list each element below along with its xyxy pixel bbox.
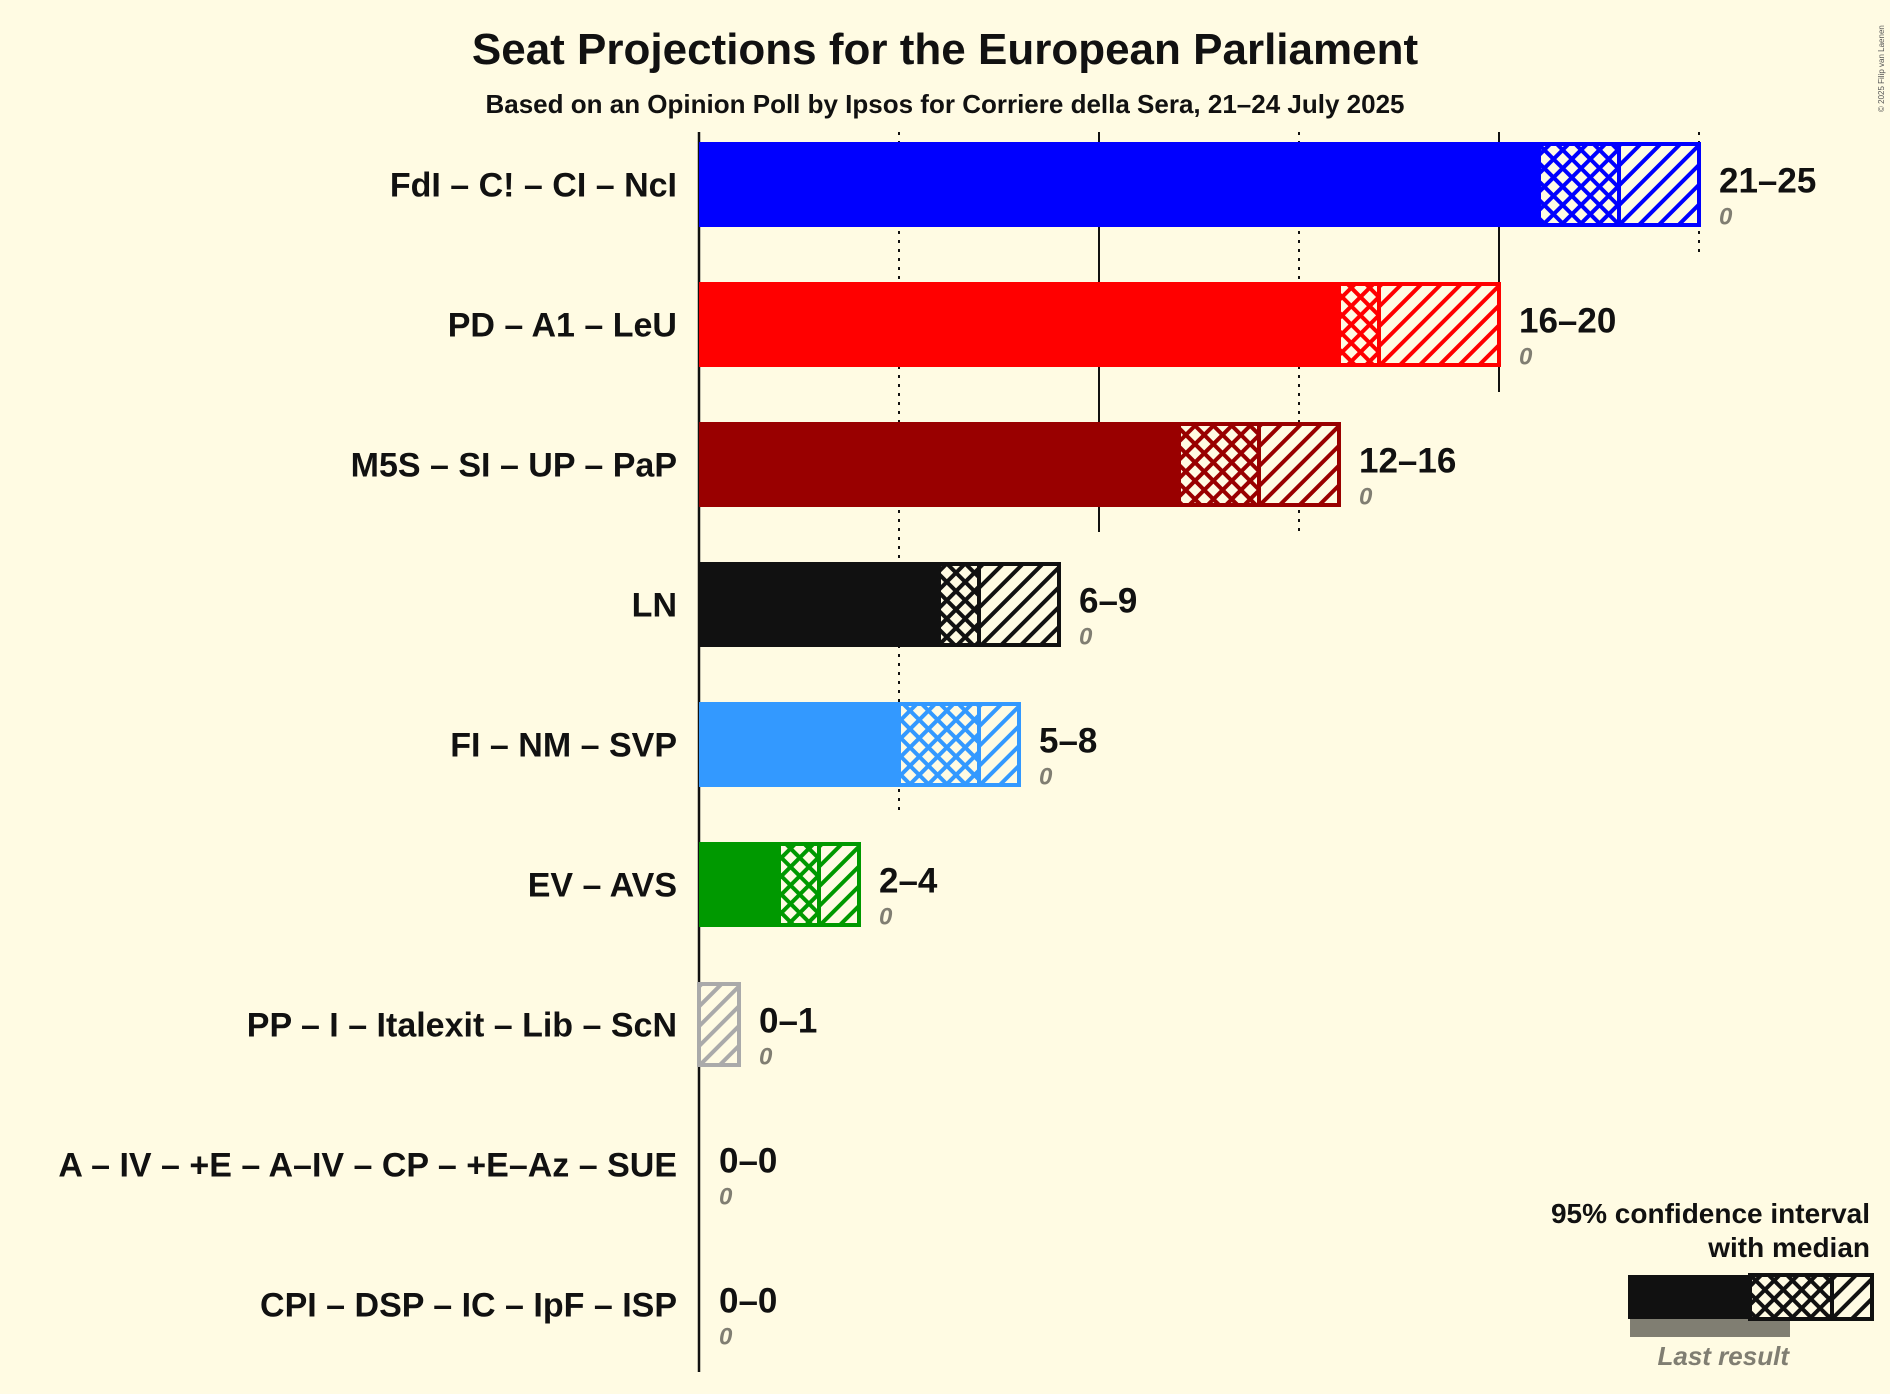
bar-crosshatch — [1337, 282, 1381, 367]
party-row: LN 6–9 0 — [632, 562, 1137, 651]
party-row: A – IV – +E – A–IV – CP – +E–Az – SUE 0–0… — [58, 1142, 777, 1211]
legend-line1: 95% confidence interval — [1551, 1198, 1870, 1229]
party-row: PP – I – Italexit – Lib – ScN 0–1 0 — [247, 982, 817, 1071]
copyright: © 2025 Filip van Laenen — [1877, 25, 1886, 112]
range-label: 0–0 — [719, 1142, 777, 1181]
party-label: PD – A1 – LeU — [448, 307, 677, 345]
legend-last-result-label: Last result — [1658, 1341, 1791, 1371]
party-label: FdI – C! – CI – NcI — [390, 167, 677, 205]
bar-solid — [699, 562, 939, 647]
bar-solid — [699, 842, 779, 927]
bar-solid — [699, 422, 1179, 507]
last-result-label: 0 — [879, 904, 893, 931]
bar-crosshatch — [1177, 422, 1261, 507]
party-row: PD – A1 – LeU 16–20 0 — [448, 282, 1616, 371]
legend-solid — [1628, 1275, 1750, 1319]
party-label: PP – I – Italexit – Lib – ScN — [247, 1007, 677, 1045]
last-result-label: 0 — [1519, 344, 1533, 371]
bar-solid — [699, 282, 1339, 367]
chart-subtitle: Based on an Opinion Poll by Ipsos for Co… — [485, 89, 1404, 119]
bar-crosshatch — [1537, 142, 1621, 227]
party-label: CPI – DSP – IC – IpF – ISP — [260, 1287, 677, 1325]
bar-hatch — [697, 982, 741, 1067]
bar-hatch — [977, 702, 1021, 787]
legend-hatch — [1830, 1273, 1874, 1321]
bar-crosshatch — [777, 842, 821, 927]
range-label: 0–1 — [759, 1002, 817, 1041]
bar-hatch — [1377, 282, 1501, 367]
bar-hatch — [1617, 142, 1701, 227]
legend-line2: with median — [1707, 1232, 1870, 1263]
range-label: 16–20 — [1519, 302, 1616, 341]
bar-hatch — [1257, 422, 1341, 507]
range-label: 0–0 — [719, 1282, 777, 1321]
last-result-label: 0 — [1039, 764, 1053, 791]
range-label: 2–4 — [879, 862, 938, 901]
range-label: 21–25 — [1719, 162, 1816, 201]
party-label: M5S – SI – UP – PaP — [351, 447, 677, 485]
bar-crosshatch — [897, 702, 981, 787]
last-result-label: 0 — [1359, 484, 1373, 511]
last-result-label: 0 — [719, 1324, 733, 1351]
party-row: FI – NM – SVP 5–8 0 — [450, 702, 1097, 791]
range-label: 12–16 — [1359, 442, 1456, 481]
party-row: M5S – SI – UP – PaP 12–16 0 — [351, 422, 1456, 511]
last-result-label: 0 — [1079, 624, 1093, 651]
party-label: LN — [632, 587, 677, 625]
legend-last-result-bar — [1630, 1319, 1790, 1337]
last-result-label: 0 — [759, 1044, 773, 1071]
bar-hatch — [977, 562, 1061, 647]
party-label: EV – AVS — [528, 867, 677, 905]
party-row: EV – AVS 2–4 0 — [528, 842, 938, 931]
bar-solid — [699, 142, 1539, 227]
last-result-label: 0 — [1719, 204, 1733, 231]
chart-title: Seat Projections for the European Parlia… — [472, 25, 1419, 74]
party-row: CPI – DSP – IC – IpF – ISP 0–0 0 — [260, 1282, 777, 1351]
range-label: 5–8 — [1039, 722, 1097, 761]
legend-crosshatch — [1748, 1273, 1834, 1321]
bar-crosshatch — [937, 562, 981, 647]
party-label: FI – NM – SVP — [450, 727, 677, 765]
range-label: 6–9 — [1079, 582, 1137, 621]
bar-hatch — [817, 842, 861, 927]
party-row: FdI – C! – CI – NcI 21–25 0 — [390, 142, 1816, 231]
bar-solid — [699, 702, 899, 787]
last-result-label: 0 — [719, 1184, 733, 1211]
party-label: A – IV – +E – A–IV – CP – +E–Az – SUE — [58, 1147, 677, 1185]
legend: 95% confidence interval with median Last… — [1551, 1198, 1874, 1371]
